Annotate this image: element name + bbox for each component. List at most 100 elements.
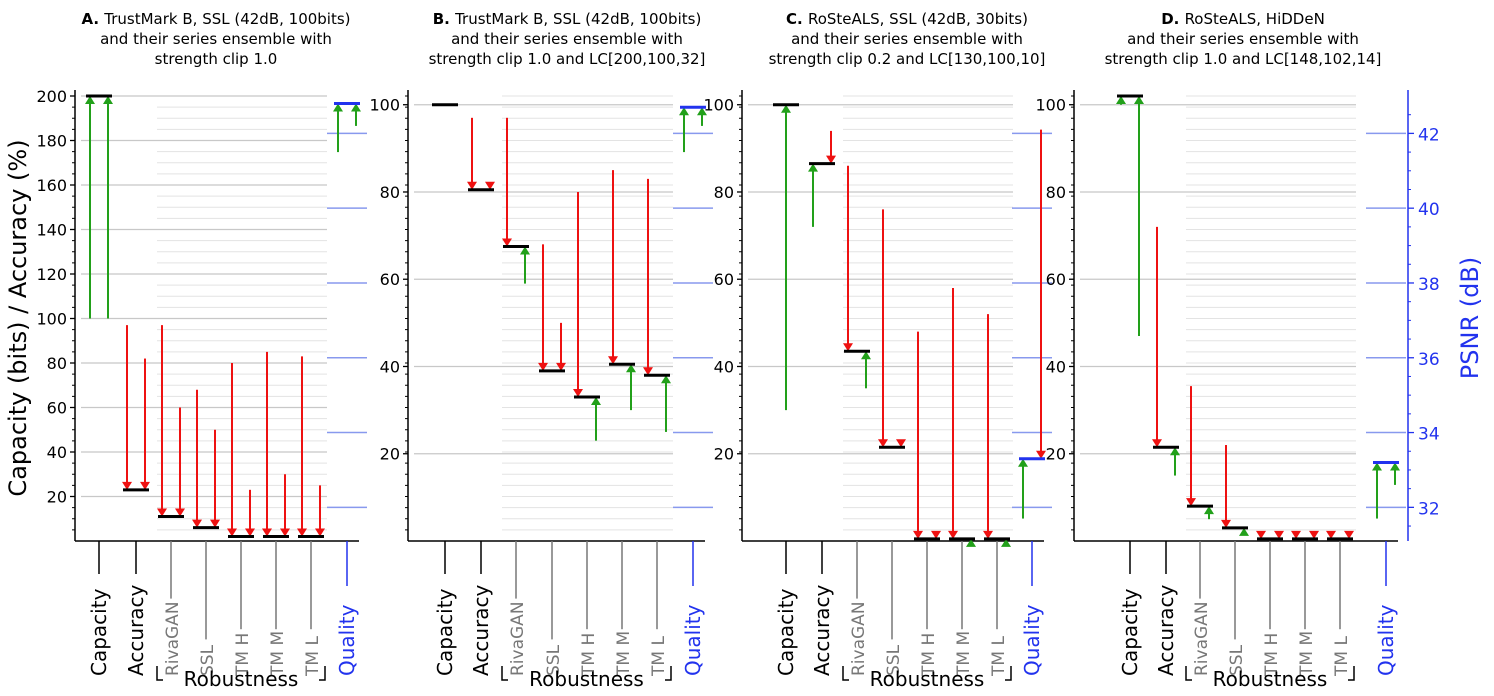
panel-d-arrow-3-0 — [1221, 445, 1231, 528]
panel-c-arrow-7-1-head — [1036, 450, 1046, 459]
panel-d-y-tick-label: 20 — [1046, 445, 1066, 464]
panel-b-robustness-bracket — [501, 666, 672, 681]
panel-a-arrow-4-1-head — [245, 528, 255, 537]
panel-a-arrow-1-0-head — [122, 481, 132, 490]
panel-c-title-line-3: strength clip 0.2 and LC[130,100,10] — [769, 50, 1046, 68]
panel-d-arrow-6-1-head — [1344, 530, 1354, 539]
panel-a-y-tick-label: 40 — [47, 443, 67, 462]
panel-a-title-line-1: TrustMark B, SSL (42dB, 100bits) — [103, 10, 350, 28]
panel-d-arrow-7-1 — [1390, 462, 1400, 485]
panel-c-arrow-0-0-head — [781, 104, 791, 113]
panel-c-arrow-1-1-head — [826, 155, 836, 164]
panel-d-robustness-bracket — [1185, 666, 1355, 681]
panel-d-arrow-6-0-head — [1326, 530, 1336, 539]
panel-a-arrow-6-0-head — [297, 528, 307, 537]
panel-c-category-label-1: Accuracy — [810, 585, 834, 676]
panel-c-arrow-1-1 — [826, 130, 836, 164]
panel-c-arrow-7-1 — [1036, 129, 1046, 459]
panel-a-arrow-4-0 — [227, 363, 237, 537]
panel-a-arrow-7-0 — [333, 103, 343, 153]
panel-b-arrow-1-1 — [485, 181, 495, 190]
panel-c-arrow-6-0-head — [983, 530, 993, 539]
panel-d-arrow-4-0-head — [1256, 530, 1266, 539]
panel-a-arrow-3-0 — [192, 389, 202, 528]
panel-c-arrow-4-0-head — [913, 530, 923, 539]
panel-d-arrow-7-0 — [1372, 462, 1382, 519]
panel-c-arrow-7-0-head — [1018, 458, 1028, 467]
panel-b-arrow-1-0-head — [467, 181, 477, 190]
panel-a-arrow-2-1-head — [175, 508, 185, 517]
panel-a-y-tick-label: 200 — [36, 87, 67, 106]
panel-a-arrow-1-1 — [140, 358, 150, 490]
panel-d-arrow-4-0 — [1256, 530, 1266, 539]
panel-b-arrow-4-1 — [591, 397, 601, 441]
panel-d-arrow-2-0 — [1186, 386, 1196, 507]
panel-c-category-label-5: TM M — [954, 631, 974, 677]
panel-a-arrow-4-0-head — [227, 528, 237, 537]
panel-b-category-label-2: RivaGAN — [508, 601, 528, 676]
panel-b-title-letter: B. — [433, 10, 455, 28]
panel-b-y-tick-label: 100 — [369, 96, 400, 115]
panel-b-arrow-7-0 — [679, 107, 689, 153]
panel-b-arrow-4-0-head — [573, 389, 583, 398]
panel-d-arrow-2-0-head — [1186, 498, 1196, 507]
panel-d-arrow-2-1-head — [1204, 506, 1214, 515]
panel-c-robustness-bracket — [842, 666, 1012, 681]
panel-a-arrow-0-0-head — [85, 96, 95, 104]
panel-c-arrow-3-1 — [896, 439, 906, 448]
panel-d-title-line-2: and their series ensemble with — [1127, 30, 1359, 48]
panel-a-title-letter: A. — [81, 10, 104, 28]
panel-d-title-letter: D. — [1161, 10, 1184, 28]
panel-c-arrow-2-0-head — [843, 343, 853, 352]
panel-a-arrow-7-1 — [351, 103, 361, 126]
panel-c-robustness-label: Robustness — [870, 667, 985, 691]
panel-d-arrow-5-1-head — [1309, 530, 1319, 539]
panel-d-psnr-tick-label: 40 — [1418, 200, 1440, 220]
panel-c-arrow-6-1 — [1001, 538, 1011, 547]
panel-a-arrow-5-0 — [262, 351, 272, 537]
panel-b-arrow-5-0-head — [608, 356, 618, 365]
panel-d-category-label-4: TM H — [1262, 633, 1282, 677]
panel-b-category-label-5: TM M — [614, 631, 634, 677]
panel-b-arrow-4-0 — [573, 191, 583, 398]
panel-d-psnr-tick-label: 36 — [1418, 350, 1440, 370]
panel-c-y-tick-label: 20 — [714, 445, 734, 464]
panel-a-y-tick-label: 100 — [36, 310, 67, 329]
panel-b-arrow-1-0 — [467, 117, 477, 190]
panel-c-category-label-4: TM H — [919, 633, 939, 677]
panel-b-arrow-3-1 — [556, 322, 566, 371]
panel-d-arrow-6-0 — [1326, 530, 1336, 539]
panel-c-y-tick-label: 100 — [703, 96, 734, 115]
panel-a-arrow-2-1 — [175, 407, 185, 517]
panel-d-category-label-0: Capacity — [1118, 588, 1142, 676]
panel-b-arrow-2-1 — [520, 246, 530, 284]
panel-d-y-tick-label: 80 — [1046, 183, 1066, 202]
panel-a-arrow-3-0-head — [192, 519, 202, 528]
panel-c-arrow-3-0 — [878, 209, 888, 448]
panel-a-category-label-7: Quality — [335, 604, 359, 676]
panel-b-arrow-3-0 — [538, 244, 548, 371]
panel-b-y-tick-label: 20 — [380, 445, 400, 464]
panel-c-arrow-5-0 — [948, 287, 958, 539]
panel-b-arrow-5-1-head — [626, 364, 636, 373]
panel-c-y-tick-label: 80 — [714, 183, 734, 202]
panel-d-category-label-7: Quality — [1374, 604, 1398, 676]
panel-c-arrow-4-0 — [913, 331, 923, 539]
panel-c-arrow-4-1-head — [931, 530, 941, 539]
panel-d-arrow-5-0 — [1291, 530, 1301, 539]
panel-c-arrow-4-1 — [931, 530, 941, 539]
panel-b-arrow-7-1 — [697, 107, 707, 126]
panel-c-title-line-2: and their series ensemble with — [791, 30, 1023, 48]
panel-a-title: A. TrustMark B, SSL (42dB, 100bits) — [81, 10, 350, 28]
panel-d-arrow-4-1 — [1274, 530, 1284, 539]
panel-b-category-label-6: TM L — [649, 636, 669, 677]
panel-d-psnr-tick-label: 34 — [1418, 425, 1440, 445]
panel-a-arrow-1-0 — [122, 325, 132, 490]
panel-b-arrow-3-0-head — [538, 362, 548, 371]
grid-layer — [81, 95, 1406, 531]
panel-a-arrow-4-1 — [245, 489, 255, 537]
panel-d-arrow-3-1 — [1239, 527, 1249, 536]
panel-a-y-tick-label: 140 — [36, 221, 67, 240]
panel-d-psnr-tick-label: 42 — [1418, 125, 1440, 145]
panel-a-arrow-0-1 — [103, 96, 113, 319]
